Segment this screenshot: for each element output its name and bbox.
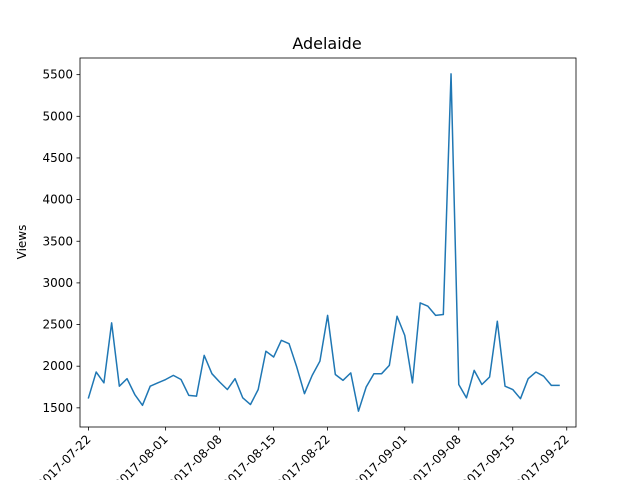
y-tick-label: 4000 — [42, 193, 73, 207]
y-tick-label: 2500 — [42, 318, 73, 332]
chart-title: Adelaide — [292, 34, 361, 53]
y-tick-label: 1500 — [42, 401, 73, 415]
axes-frame — [79, 57, 577, 428]
series-line-0 — [87, 73, 560, 412]
y-tick-label: 3500 — [42, 234, 73, 248]
y-tick-label: 5000 — [42, 109, 73, 123]
y-tick-label: 2000 — [42, 359, 73, 373]
y-axis-label: Views — [15, 225, 29, 260]
y-tick-label: 5500 — [42, 68, 73, 82]
y-tick-label: 3000 — [42, 276, 73, 290]
y-tick-label: 4500 — [42, 151, 73, 165]
